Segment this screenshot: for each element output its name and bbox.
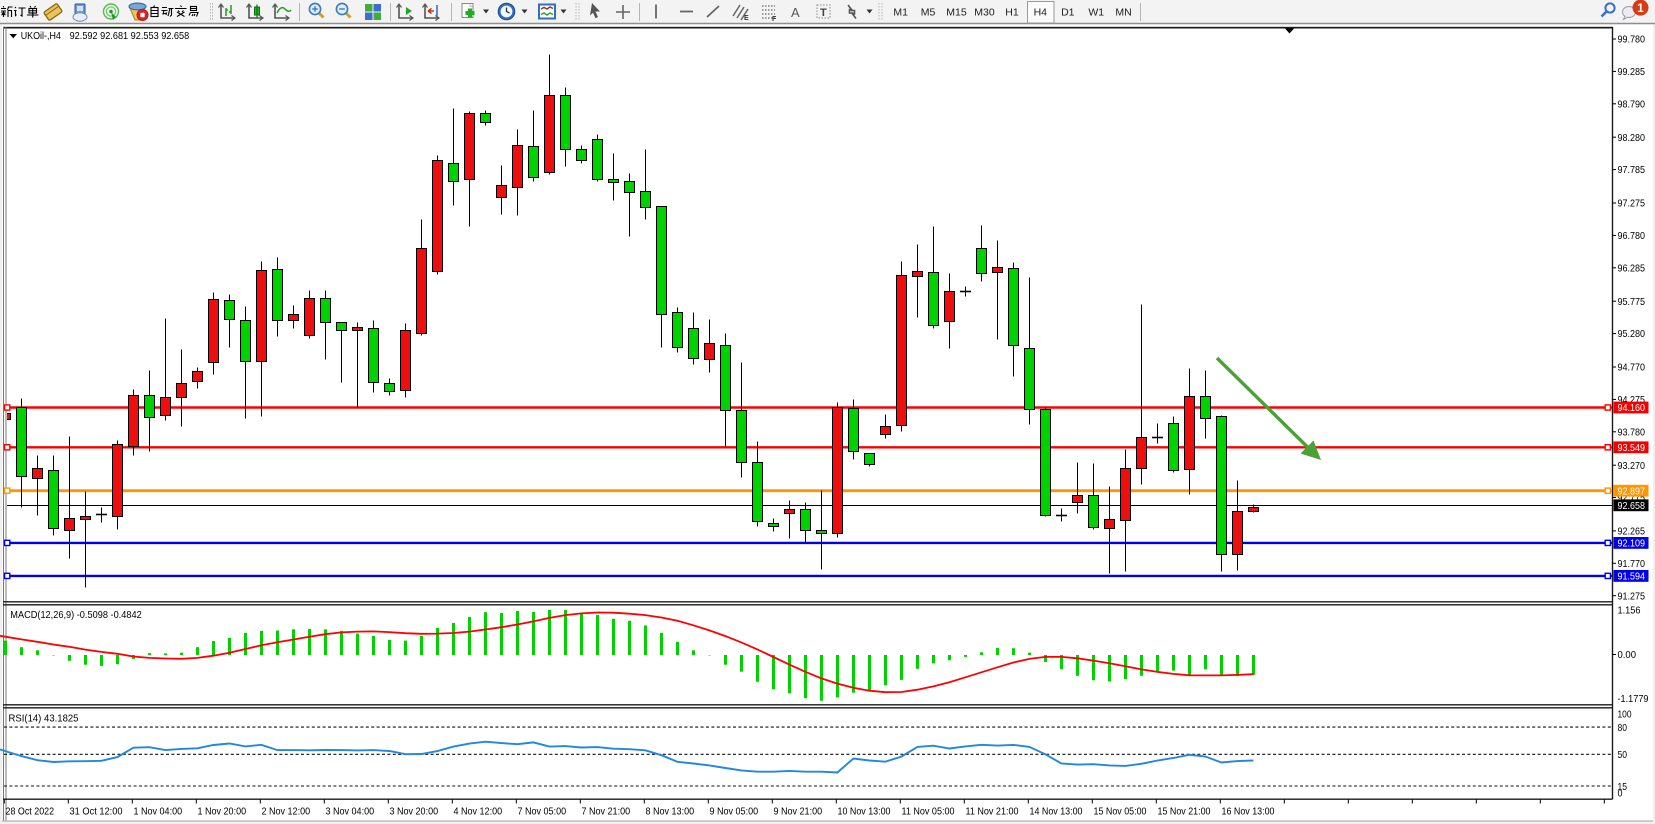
svg-text:M1: M1 bbox=[893, 7, 908, 19]
svg-text:50: 50 bbox=[1618, 749, 1628, 761]
svg-text:92.265: 92.265 bbox=[1618, 526, 1646, 538]
svg-text:92.897: 92.897 bbox=[1618, 485, 1646, 497]
svg-text:9 Nov 21:00: 9 Nov 21:00 bbox=[774, 806, 823, 818]
svg-text:92.109: 92.109 bbox=[1618, 538, 1646, 550]
svg-text:98.790: 98.790 bbox=[1618, 98, 1646, 110]
svg-text:MACD(12,26,9) -0.5098 -0.4842: MACD(12,26,9) -0.5098 -0.4842 bbox=[10, 609, 142, 621]
svg-text:9 Nov 05:00: 9 Nov 05:00 bbox=[710, 806, 759, 818]
svg-text:100: 100 bbox=[1618, 708, 1632, 720]
svg-text:0.00: 0.00 bbox=[1618, 649, 1637, 661]
svg-text:11 Nov 21:00: 11 Nov 21:00 bbox=[966, 806, 1019, 818]
svg-text:H1: H1 bbox=[1005, 7, 1019, 19]
svg-text:15 Nov 05:00: 15 Nov 05:00 bbox=[1094, 806, 1147, 818]
svg-text:3 Nov 04:00: 3 Nov 04:00 bbox=[326, 806, 375, 818]
svg-text:A: A bbox=[791, 5, 800, 20]
svg-text:94.160: 94.160 bbox=[1618, 402, 1646, 414]
svg-text:93.270: 93.270 bbox=[1618, 460, 1646, 472]
svg-text:0: 0 bbox=[1618, 787, 1623, 799]
svg-text:UKOil-,H4: UKOil-,H4 bbox=[21, 30, 61, 42]
svg-text:-1.1779: -1.1779 bbox=[1618, 693, 1649, 705]
svg-text:1: 1 bbox=[1637, 1, 1644, 15]
svg-text:98.280: 98.280 bbox=[1618, 132, 1646, 144]
svg-text:W1: W1 bbox=[1088, 7, 1104, 19]
svg-text:15 Nov 21:00: 15 Nov 21:00 bbox=[1158, 806, 1211, 818]
svg-text:10 Nov 13:00: 10 Nov 13:00 bbox=[838, 806, 891, 818]
svg-text:7 Nov 05:00: 7 Nov 05:00 bbox=[518, 806, 567, 818]
svg-text:28 Oct 2022: 28 Oct 2022 bbox=[6, 806, 55, 818]
svg-text:99.780: 99.780 bbox=[1618, 34, 1646, 46]
svg-text:D1: D1 bbox=[1061, 7, 1075, 19]
svg-text:RSI(14) 43.1825: RSI(14) 43.1825 bbox=[9, 713, 79, 725]
svg-text:91.275: 91.275 bbox=[1618, 590, 1646, 602]
svg-text:92.658: 92.658 bbox=[1618, 500, 1646, 512]
svg-text:1.156: 1.156 bbox=[1618, 605, 1641, 617]
svg-text:93.780: 93.780 bbox=[1618, 426, 1646, 438]
svg-text:7 Nov 21:00: 7 Nov 21:00 bbox=[582, 806, 631, 818]
svg-text:8 Nov 13:00: 8 Nov 13:00 bbox=[646, 806, 695, 818]
svg-text:92.592 92.681 92.553 92.658: 92.592 92.681 92.553 92.658 bbox=[70, 30, 190, 42]
svg-text:F: F bbox=[772, 16, 777, 23]
svg-text:M5: M5 bbox=[921, 7, 936, 19]
svg-text:80: 80 bbox=[1618, 722, 1628, 734]
svg-text:97.275: 97.275 bbox=[1618, 198, 1646, 210]
svg-text:95.280: 95.280 bbox=[1618, 328, 1646, 340]
svg-text:91.770: 91.770 bbox=[1618, 558, 1646, 570]
svg-text:MN: MN bbox=[1115, 7, 1131, 19]
svg-text:99.285: 99.285 bbox=[1618, 66, 1646, 78]
svg-text:M15: M15 bbox=[946, 7, 967, 19]
svg-text:97.785: 97.785 bbox=[1618, 164, 1646, 176]
svg-text:3 Nov 20:00: 3 Nov 20:00 bbox=[390, 806, 439, 818]
svg-text:2 Nov 12:00: 2 Nov 12:00 bbox=[262, 806, 311, 818]
svg-text:E: E bbox=[744, 15, 749, 22]
svg-text:T: T bbox=[820, 7, 827, 19]
svg-text:95.775: 95.775 bbox=[1618, 296, 1646, 308]
svg-text:H4: H4 bbox=[1034, 7, 1048, 19]
svg-text:31 Oct 12:00: 31 Oct 12:00 bbox=[70, 806, 123, 818]
svg-text:1 Nov 04:00: 1 Nov 04:00 bbox=[134, 806, 183, 818]
svg-text:94.770: 94.770 bbox=[1618, 362, 1646, 374]
svg-text:M30: M30 bbox=[974, 7, 995, 19]
svg-text:11 Nov 05:00: 11 Nov 05:00 bbox=[902, 806, 955, 818]
svg-text:4 Nov 12:00: 4 Nov 12:00 bbox=[454, 806, 503, 818]
svg-text:1 Nov 20:00: 1 Nov 20:00 bbox=[198, 806, 247, 818]
svg-text:15: 15 bbox=[1618, 781, 1628, 793]
svg-text:93.549: 93.549 bbox=[1618, 442, 1646, 454]
svg-text:96.285: 96.285 bbox=[1618, 262, 1646, 274]
svg-text:96.780: 96.780 bbox=[1618, 230, 1646, 242]
svg-text:14 Nov 13:00: 14 Nov 13:00 bbox=[1030, 806, 1083, 818]
svg-text:91.594: 91.594 bbox=[1618, 571, 1646, 583]
svg-text:16 Nov 13:00: 16 Nov 13:00 bbox=[1222, 806, 1275, 818]
